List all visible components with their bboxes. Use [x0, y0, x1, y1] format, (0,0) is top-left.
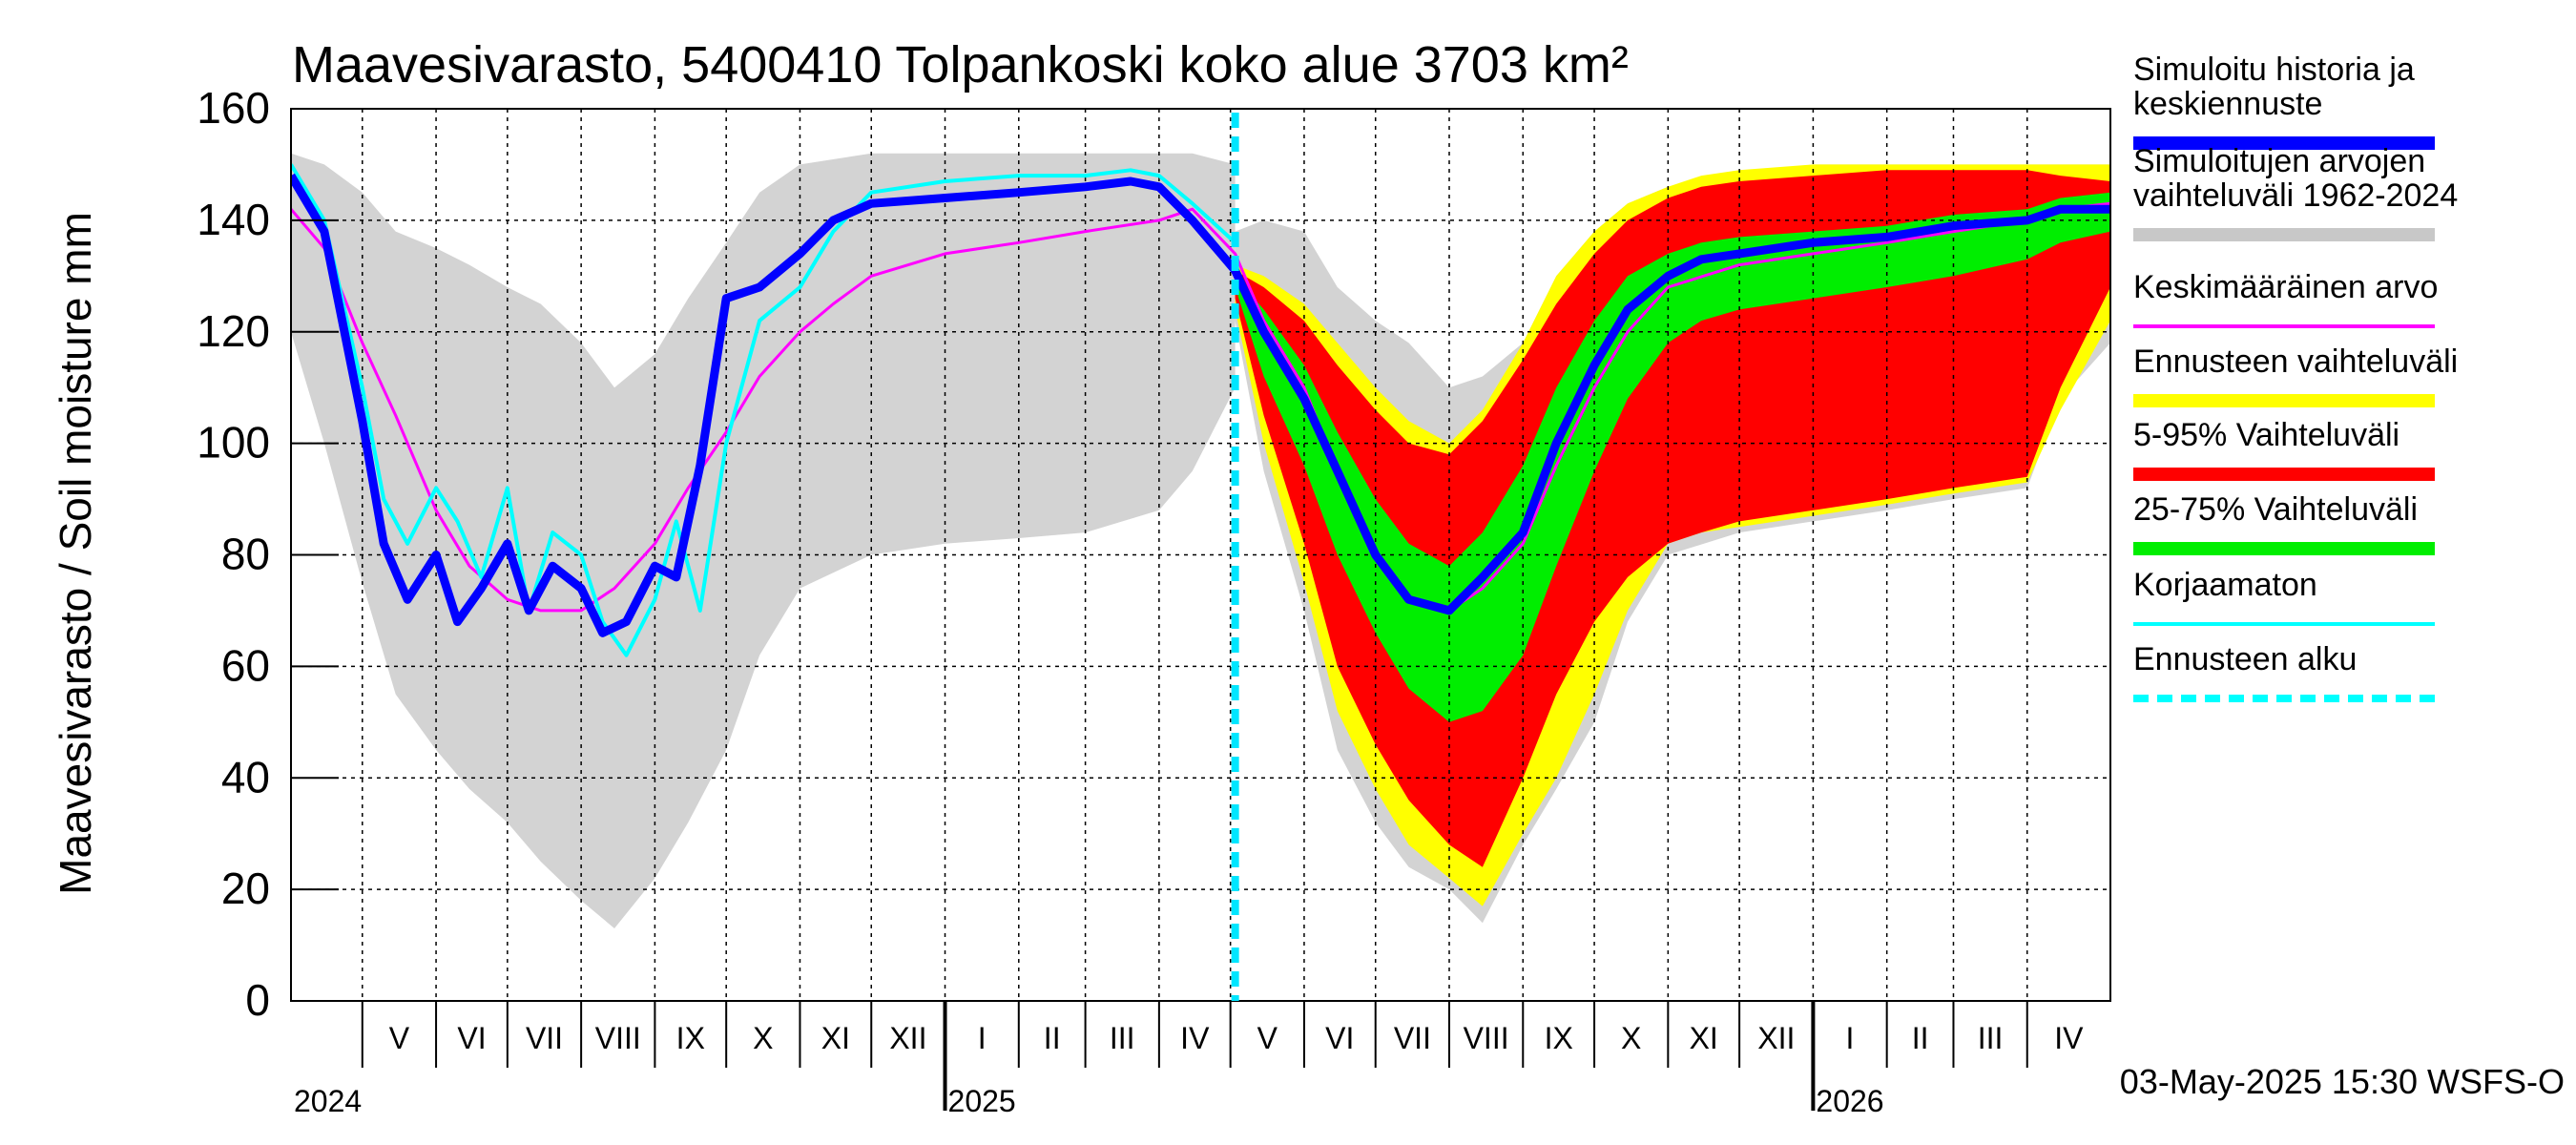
x-year-label: 2024: [294, 1084, 362, 1118]
x-month-label: IV: [1180, 1021, 1210, 1055]
x-month-label: II: [1912, 1021, 1929, 1055]
band-0: [291, 153, 1236, 929]
legend-label: Simuloitujen arvojen: [2133, 143, 2425, 179]
legend-label: vaihteluväli 1962-2024: [2133, 177, 2458, 214]
band-4: [1235, 192, 2110, 722]
bands-layer: [291, 153, 2110, 929]
y-axis-label: Maavesivarasto / Soil moisture mm: [51, 212, 100, 895]
legend-label: 25-75% Vaihteluväli: [2133, 491, 2418, 528]
plot-area: [291, 109, 2110, 1001]
x-month-label: II: [1044, 1021, 1061, 1055]
x-axis: V VI VII VIII IX X XI XII I II III IV V VI VII VIII IX X X…: [294, 1001, 2084, 1118]
x-month-label: I: [978, 1021, 987, 1055]
y-tick-label: 160: [197, 83, 270, 133]
x-month-label: XII: [1757, 1021, 1795, 1055]
x-month-label: IX: [1545, 1021, 1573, 1055]
legend-label: 5-95% Vaihteluväli: [2133, 417, 2399, 453]
x-month-label: IX: [676, 1021, 705, 1055]
series-line-2: [291, 173, 2110, 637]
x-month-label: VIII: [595, 1021, 641, 1055]
x-month-label: VII: [526, 1021, 563, 1055]
y-tick-label: 100: [197, 418, 270, 468]
y-tick-label: 80: [221, 530, 270, 579]
y-axis-ticks: 0 20 40 60 80 100 120 140 160: [197, 83, 339, 1025]
x-month-label: III: [1110, 1021, 1135, 1055]
legend-label: Korjaamaton: [2133, 567, 2317, 603]
legend-label: Keskimääräinen arvo: [2133, 269, 2438, 305]
y-tick-label: 140: [197, 195, 270, 244]
x-month-label: XI: [821, 1021, 850, 1055]
y-tick-label: 20: [221, 864, 270, 913]
x-month-label: X: [753, 1021, 773, 1055]
chart-title: Maavesivarasto, 5400410 Tolpankoski koko…: [292, 36, 1629, 94]
x-month-label: XII: [889, 1021, 926, 1055]
x-month-label: VII: [1394, 1021, 1431, 1055]
x-month-label: I: [1846, 1021, 1855, 1055]
x-month-label: VI: [1325, 1021, 1354, 1055]
legend-label: Ennusteen alku: [2133, 641, 2357, 677]
footer-timestamp: 03-May-2025 15:30 WSFS-O: [2120, 1062, 2565, 1101]
x-month-label: III: [1978, 1021, 2004, 1055]
legend-label: Simuloitu historia ja: [2133, 52, 2415, 88]
lines-layer: [291, 163, 2110, 657]
x-month-label: VIII: [1464, 1021, 1509, 1055]
x-month-label: X: [1621, 1021, 1641, 1055]
y-tick-label: 0: [245, 975, 270, 1025]
x-month-label: XI: [1690, 1021, 1718, 1055]
legend-label: keskiennuste: [2133, 86, 2322, 122]
x-month-label: IV: [2054, 1021, 2084, 1055]
y-tick-label: 40: [221, 752, 270, 802]
x-month-label: VI: [457, 1021, 486, 1055]
series-line-1: [291, 163, 1236, 657]
x-month-label: V: [1257, 1021, 1278, 1055]
x-month-label: V: [389, 1021, 410, 1055]
y-tick-label: 60: [221, 640, 270, 690]
x-year-label: 2025: [948, 1084, 1016, 1118]
y-tick-label: 120: [197, 306, 270, 356]
x-year-label: 2026: [1816, 1084, 1883, 1118]
series-line-0: [291, 201, 2110, 613]
legend-label: Ennusteen vaihteluväli: [2133, 344, 2458, 380]
